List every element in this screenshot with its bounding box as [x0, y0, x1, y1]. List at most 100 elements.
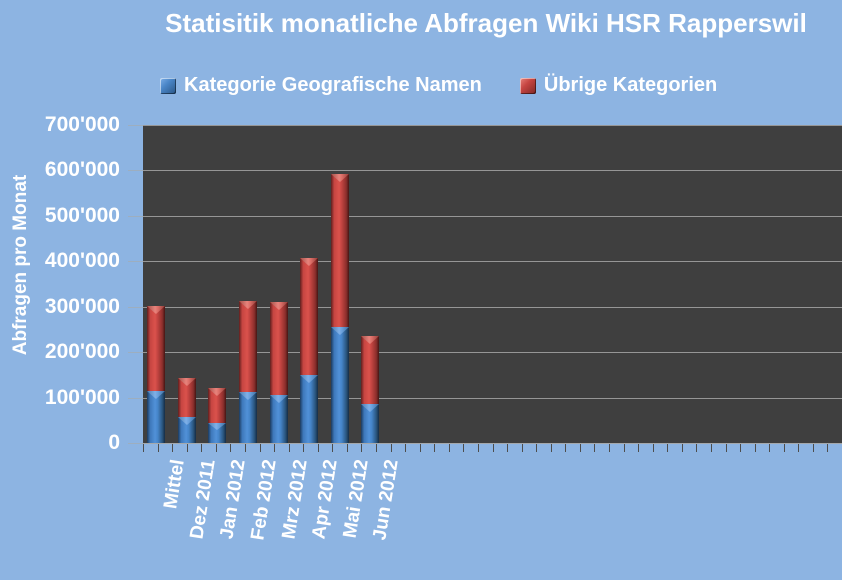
x-axis-tick — [463, 444, 464, 452]
bar-bevel-cap — [147, 306, 165, 314]
x-axis-tick — [318, 444, 319, 452]
bar-bevel-cap — [361, 404, 379, 412]
x-axis-tick — [755, 444, 756, 452]
y-tick-label: 0 — [108, 431, 120, 454]
y-axis-tick — [128, 261, 143, 262]
x-axis-tick — [478, 444, 479, 452]
x-axis-line — [143, 443, 842, 444]
bar-mai-2012 — [331, 125, 349, 443]
bar-segment-uebrige-kategorien — [239, 301, 257, 392]
legend-item-geografische-namen: Kategorie Geografische Namen — [160, 74, 482, 97]
legend-label: Kategorie Geografische Namen — [184, 74, 482, 96]
bar-bevel-cap — [208, 423, 226, 430]
x-axis-tick — [172, 444, 173, 452]
bar-mrz-2012 — [270, 125, 288, 443]
y-axis-tick — [128, 125, 143, 126]
bar-bevel-cap — [239, 392, 257, 400]
x-axis-tick — [493, 444, 494, 452]
x-axis-tick — [522, 444, 523, 452]
gridline — [143, 352, 842, 353]
x-axis-tick — [376, 444, 377, 452]
x-axis-tick — [405, 444, 406, 452]
x-axis-tick — [201, 444, 202, 452]
x-axis-tick — [434, 444, 435, 452]
bar-segment-geografische-namen — [147, 391, 165, 443]
x-axis-tick — [449, 444, 450, 452]
plot-area — [143, 125, 842, 443]
bar-bevel-cap — [331, 174, 349, 182]
gridline — [143, 398, 842, 399]
x-axis-tick — [580, 444, 581, 452]
x-axis-tick — [536, 444, 537, 452]
bar-bevel-cap — [331, 327, 349, 335]
chart-title: Statisitik monatliche Abfragen Wiki HSR … — [165, 8, 807, 38]
bar-segment-geografische-namen — [270, 395, 288, 443]
y-axis-tick — [128, 170, 143, 171]
legend-label: Übrige Kategorien — [543, 74, 718, 96]
bar-jun-2012 — [361, 125, 379, 443]
x-axis-tick — [624, 444, 625, 452]
gridline — [143, 125, 842, 126]
bar-bevel-cap — [208, 388, 226, 396]
y-axis-tick — [128, 443, 143, 444]
bar-segment-uebrige-kategorien — [270, 302, 288, 395]
x-axis-tick — [594, 444, 595, 452]
x-axis-tick — [711, 444, 712, 452]
bar-bevel-cap — [300, 375, 318, 383]
gridline — [143, 170, 842, 171]
x-axis-tick — [740, 444, 741, 452]
bar-segment-geografische-namen — [361, 404, 379, 443]
bar-segment-geografische-namen — [331, 327, 349, 443]
bar-segment-geografische-namen — [239, 392, 257, 443]
x-axis-tick — [653, 444, 654, 452]
x-axis-tick — [420, 444, 421, 452]
x-axis-tick — [507, 444, 508, 452]
x-axis-tick — [347, 444, 348, 452]
x-axis-tick — [245, 444, 246, 452]
bar-segment-uebrige-kategorien — [147, 306, 165, 391]
bar-segment-uebrige-kategorien — [178, 378, 196, 417]
x-axis-tick — [784, 444, 785, 452]
x-axis-tick — [769, 444, 770, 452]
bar-segment-uebrige-kategorien — [300, 258, 318, 375]
bar-bevel-cap — [300, 258, 318, 266]
bar-dez-2011 — [178, 125, 196, 443]
bar-feb-2012 — [239, 125, 257, 443]
x-axis-tick — [158, 444, 159, 452]
x-axis-tick — [391, 444, 392, 452]
blue-square-marker-icon — [160, 77, 176, 94]
x-axis-tick — [361, 444, 362, 452]
bar-jan-2012 — [208, 125, 226, 443]
x-axis-tick — [609, 444, 610, 452]
gridline — [143, 216, 842, 217]
legend-item-uebrige-kategorien: Übrige Kategorien — [519, 74, 718, 97]
bar-bevel-cap — [361, 336, 379, 344]
x-axis-tick — [813, 444, 814, 452]
bar-mittel — [147, 125, 165, 443]
x-axis-tick — [551, 444, 552, 452]
x-axis-tick — [638, 444, 639, 452]
x-axis-tick — [230, 444, 231, 452]
y-tick-label: 100'000 — [44, 386, 120, 409]
gridline — [143, 307, 842, 308]
bar-bevel-cap — [178, 417, 196, 425]
bar-apr-2012 — [300, 125, 318, 443]
bar-segment-uebrige-kategorien — [361, 336, 379, 404]
y-axis-tick — [128, 307, 143, 308]
x-axis-tick — [274, 444, 275, 452]
y-tick-label: 600'000 — [44, 158, 120, 181]
bar-bevel-cap — [147, 391, 165, 399]
y-tick-label: 200'000 — [44, 340, 120, 363]
y-axis-tick — [128, 352, 143, 353]
y-tick-label: 500'000 — [44, 204, 120, 227]
x-axis-tick — [726, 444, 727, 452]
x-axis-tick — [667, 444, 668, 452]
bar-segment-geografische-namen — [208, 423, 226, 443]
x-axis-tick — [260, 444, 261, 452]
y-tick-label: 700'000 — [44, 113, 120, 136]
x-axis-tick — [565, 444, 566, 452]
x-axis-tick — [143, 444, 144, 452]
bar-segment-geografische-namen — [178, 417, 196, 443]
red-square-marker-icon — [519, 77, 536, 94]
